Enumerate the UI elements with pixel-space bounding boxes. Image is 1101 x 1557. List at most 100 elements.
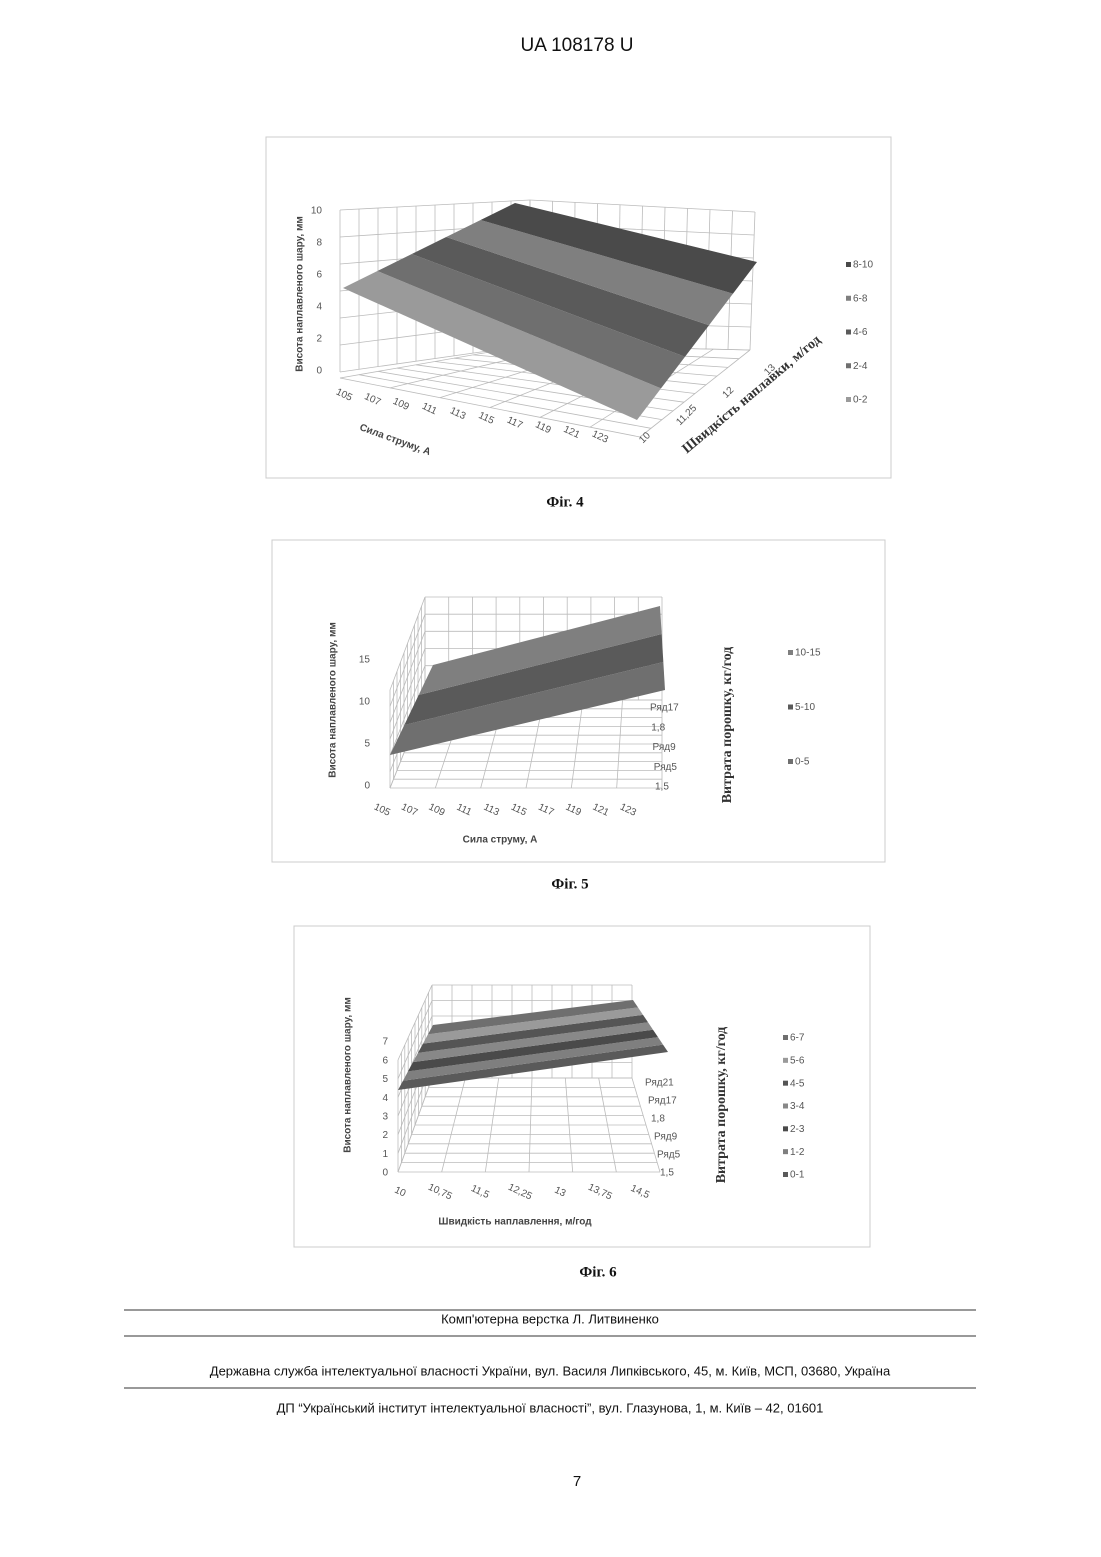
tick-label: 109 bbox=[427, 802, 447, 819]
legend-swatch bbox=[788, 650, 793, 655]
axis-label: Швидкість наплавки, м/год bbox=[680, 333, 824, 457]
legend-swatch bbox=[783, 1126, 788, 1131]
tick-label: 5 bbox=[382, 1074, 388, 1085]
tick-label: 0 bbox=[382, 1168, 388, 1179]
page: UA 108178 U Комп'ютерна верстка Л. Литви… bbox=[0, 0, 1101, 1557]
tick-label: 14,5 bbox=[629, 1183, 652, 1201]
legend-label: 8-10 bbox=[853, 260, 873, 271]
tick-label: Ряд17 bbox=[648, 1096, 677, 1107]
tick-label: 13 bbox=[553, 1185, 568, 1200]
axis-label: Витрата порошку, кг/год bbox=[714, 1027, 729, 1184]
tick-label: 10,75 bbox=[426, 1182, 454, 1203]
tick-label: 123 bbox=[618, 802, 638, 819]
tick-label: 10 bbox=[359, 697, 371, 708]
tick-label: 7 bbox=[382, 1037, 388, 1048]
tick-label: 121 bbox=[562, 424, 582, 441]
axis-label: Швидкість наплавлення, м/год bbox=[438, 1217, 592, 1228]
legend-swatch bbox=[783, 1058, 788, 1063]
tick-label: 111 bbox=[455, 802, 474, 819]
legend-label: 4-5 bbox=[790, 1078, 805, 1089]
legend-label: 0-1 bbox=[790, 1170, 805, 1181]
tick-label: 113 bbox=[482, 802, 501, 819]
tick-label: 0 bbox=[316, 366, 322, 377]
tick-label: 107 bbox=[399, 802, 419, 819]
tick-label: Ряд9 bbox=[654, 1132, 678, 1143]
tick-label: 1,5 bbox=[655, 782, 669, 793]
figure-frame bbox=[294, 926, 870, 1247]
figure-caption: Фіг. 6 bbox=[579, 1264, 617, 1280]
legend-label: 5-6 bbox=[790, 1055, 805, 1066]
tick-label: 6 bbox=[316, 270, 322, 281]
tick-label: 15 bbox=[359, 655, 371, 666]
tick-label: 117 bbox=[536, 802, 555, 819]
tick-label: 0 bbox=[364, 781, 370, 792]
legend-swatch bbox=[788, 705, 793, 710]
doc-header: UA 108178 U bbox=[520, 35, 633, 56]
legend-swatch bbox=[846, 330, 851, 335]
tick-label: Ряд21 bbox=[645, 1078, 674, 1089]
tick-label: 12 bbox=[721, 385, 737, 401]
legend-label: 3-4 bbox=[790, 1101, 805, 1112]
legend-swatch bbox=[846, 363, 851, 368]
tick-label: 11,5 bbox=[469, 1183, 491, 1201]
figure-caption: Фіг. 4 bbox=[546, 494, 584, 510]
tick-label: 107 bbox=[362, 391, 382, 408]
legend-label: 6-7 bbox=[790, 1033, 805, 1044]
axis-label: Висота наплавленого шару, мм bbox=[328, 622, 339, 777]
legend-label: 2-4 bbox=[853, 361, 868, 372]
tick-label: 12,25 bbox=[506, 1182, 534, 1203]
tick-label: Ряд9 bbox=[653, 742, 677, 753]
tick-label: 115 bbox=[509, 802, 528, 819]
tick-label: 10 bbox=[393, 1185, 408, 1200]
tick-label: 119 bbox=[564, 802, 583, 819]
tick-label: 2 bbox=[382, 1130, 388, 1141]
tick-label: 5 bbox=[364, 739, 370, 750]
footer-text: Державна служба інтелектуальної власност… bbox=[210, 1363, 891, 1378]
legend-label: 0-2 bbox=[853, 395, 868, 406]
tick-label: 121 bbox=[591, 802, 611, 819]
tick-label: 105 bbox=[372, 802, 392, 819]
legend-label: 1-2 bbox=[790, 1147, 805, 1158]
legend-swatch bbox=[846, 397, 851, 402]
tick-label: Ряд17 bbox=[650, 703, 679, 714]
footer-text: Комп'ютерна верстка Л. Литвиненко bbox=[441, 1311, 659, 1326]
legend-swatch bbox=[788, 759, 793, 764]
tick-label: 1,8 bbox=[651, 722, 665, 733]
tick-label: 115 bbox=[477, 410, 496, 427]
figure-caption: Фіг. 5 bbox=[551, 876, 588, 892]
page-number: 7 bbox=[573, 1473, 581, 1490]
axis-label: Висота наплавленого шару, мм bbox=[343, 997, 354, 1152]
tick-label: 13,75 bbox=[586, 1182, 614, 1203]
legend-swatch bbox=[783, 1081, 788, 1086]
tick-label: 8 bbox=[316, 238, 322, 249]
tick-label: Ряд5 bbox=[657, 1150, 681, 1161]
tick-label: 1 bbox=[382, 1149, 388, 1160]
legend-label: 2-3 bbox=[790, 1124, 805, 1135]
tick-label: 119 bbox=[533, 419, 552, 436]
tick-label: 109 bbox=[391, 396, 411, 413]
tick-label: 113 bbox=[448, 405, 467, 422]
axis-label: Сила струму, А bbox=[358, 422, 432, 458]
tick-label: 4 bbox=[382, 1093, 388, 1104]
tick-label: 10 bbox=[311, 206, 323, 217]
tick-label: 105 bbox=[334, 387, 354, 404]
tick-label: 111 bbox=[420, 401, 439, 418]
axis-label: Витрата порошку, кг/год bbox=[720, 647, 735, 804]
legend-swatch bbox=[783, 1035, 788, 1040]
tick-label: 1,5 bbox=[660, 1168, 674, 1179]
tick-label: 4 bbox=[316, 302, 322, 313]
tick-label: 123 bbox=[590, 429, 610, 446]
tick-label: 2 bbox=[316, 334, 322, 345]
axis-label: Сила струму, А bbox=[463, 835, 538, 846]
legend-swatch bbox=[846, 262, 851, 267]
legend-label: 0-5 bbox=[795, 757, 810, 768]
legend-swatch bbox=[846, 296, 851, 301]
tick-label: 1,8 bbox=[651, 1114, 665, 1125]
legend-label: 4-6 bbox=[853, 327, 868, 338]
legend-swatch bbox=[783, 1172, 788, 1177]
tick-label: 10 bbox=[637, 430, 653, 446]
tick-label: 117 bbox=[505, 415, 524, 432]
legend-label: 10-15 bbox=[795, 648, 821, 659]
tick-label: 3 bbox=[382, 1111, 388, 1122]
legend-swatch bbox=[783, 1149, 788, 1154]
